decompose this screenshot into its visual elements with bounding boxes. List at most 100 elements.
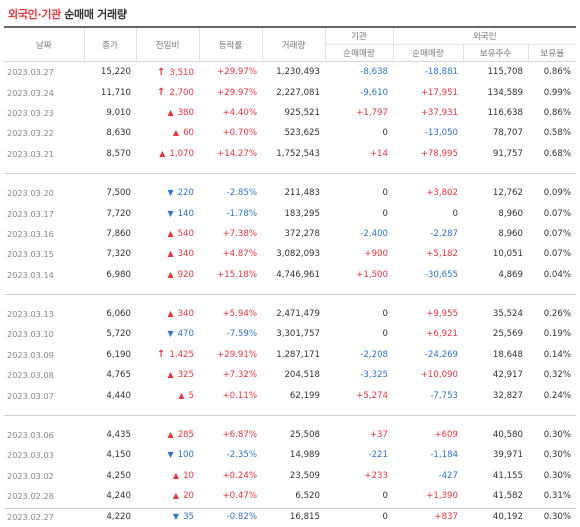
up-triangle-icon: ▲ bbox=[167, 269, 174, 279]
cell-rate: -2.35% bbox=[226, 450, 257, 461]
table-row: 2023.03.20 7,500 ▼ 220 -2.85% 211,483 0 +3,802 1… bbox=[4, 183, 576, 203]
cell-holdings: 91,757 bbox=[492, 148, 523, 159]
cell-holdings: 39,971 bbox=[492, 450, 523, 461]
cell-close: 4,240 bbox=[106, 491, 131, 502]
cell-inst-net: -2,400 bbox=[360, 228, 388, 239]
cell-close: 4,220 bbox=[106, 511, 131, 522]
cell-change: ↑ 3,510 bbox=[136, 62, 199, 83]
cell-rate: +29.91% bbox=[217, 349, 257, 360]
cell-close: 6,060 bbox=[106, 309, 131, 320]
table-row: 2023.03.22 8,630 ▲ 60 +0.70% 523,625 0 -13,050 7… bbox=[4, 123, 576, 143]
cell-close: 4,250 bbox=[106, 470, 131, 481]
change-value: 920 bbox=[177, 269, 194, 280]
table-row: 2023.03.17 7,720 ▼ 140 -1.78% 183,295 0 0 8,960 0… bbox=[4, 203, 576, 223]
header-change: 전일비 bbox=[135, 26, 199, 62]
cell-change: ▲ 325 bbox=[136, 365, 199, 385]
cell-change: ▲ 1,070 bbox=[136, 144, 199, 164]
cell-inst-net: -9,610 bbox=[360, 87, 388, 98]
gap-cell bbox=[4, 174, 576, 183]
cell-close: 8,570 bbox=[106, 148, 131, 159]
up-triangle-icon: ▲ bbox=[172, 128, 180, 138]
cell-inst-net: 0 bbox=[382, 309, 388, 320]
cell-foreign-net: -24,269 bbox=[424, 349, 458, 360]
cell-holdings: 40,580 bbox=[492, 430, 523, 441]
up-triangle-icon: ▲ bbox=[172, 470, 180, 480]
panel-title: 외국인·기관 순매매 거래량 bbox=[8, 6, 127, 22]
title-prefix: 외국인·기관 bbox=[8, 8, 61, 21]
header-foreign-net: 순매매량 bbox=[392, 44, 463, 62]
cell-holdings: 116,638 bbox=[487, 107, 523, 118]
cell-rate: +0.47% bbox=[222, 491, 257, 502]
cell-foreign-net: +837 bbox=[434, 511, 458, 522]
cell-rate: +0.11% bbox=[222, 390, 257, 401]
cell-change: ▼ 140 bbox=[136, 203, 199, 223]
cell-volume: 14,989 bbox=[289, 450, 320, 461]
cell-rate: +15.18% bbox=[217, 269, 257, 280]
change-value: 5 bbox=[188, 390, 194, 401]
group-gap bbox=[4, 416, 576, 425]
cell-holdings: 41,155 bbox=[492, 470, 523, 481]
cell-foreign-net: +17,951 bbox=[420, 87, 458, 98]
cell-change: ▼ 470 bbox=[136, 324, 199, 344]
cell-date: 2023.03.07 bbox=[7, 390, 54, 401]
cell-volume: 62,199 bbox=[289, 390, 320, 401]
cell-ratio: 0.86% bbox=[543, 107, 571, 118]
cell-ratio: 0.04% bbox=[543, 269, 571, 280]
cell-ratio: 0.24% bbox=[543, 390, 571, 401]
cell-inst-net: 0 bbox=[382, 208, 388, 219]
cell-rate: +7.38% bbox=[222, 228, 257, 239]
header-date: 날짜 bbox=[4, 26, 84, 62]
cell-foreign-net: -2,287 bbox=[430, 228, 458, 239]
cell-date: 2023.03.16 bbox=[7, 228, 54, 239]
cell-close: 6,980 bbox=[106, 269, 131, 280]
separator-cell bbox=[4, 415, 576, 416]
table-row: 2023.03.09 6,190 ↑ 1,425 +29.91% 1,287,171 -2,… bbox=[4, 345, 576, 365]
cell-rate: +7.32% bbox=[222, 370, 257, 381]
cell-date: 2023.03.20 bbox=[7, 188, 54, 199]
group-gap bbox=[4, 164, 576, 174]
cell-volume: 25,508 bbox=[289, 430, 320, 441]
group-gap bbox=[4, 174, 576, 183]
cell-holdings: 35,524 bbox=[492, 309, 523, 320]
cell-date: 2023.03.22 bbox=[7, 128, 54, 139]
up-triangle-icon: ▲ bbox=[172, 491, 180, 501]
cell-ratio: 0.99% bbox=[543, 87, 571, 98]
table-row: 2023.03.08 4,765 ▲ 325 +7.32% 204,518 -3,325 +1… bbox=[4, 365, 576, 385]
down-triangle-icon: ▼ bbox=[167, 208, 174, 218]
cell-foreign-net: +6,921 bbox=[426, 329, 458, 340]
cell-ratio: 0.68% bbox=[543, 148, 571, 159]
gap-cell bbox=[4, 295, 576, 304]
cell-ratio: 0.30% bbox=[543, 450, 571, 461]
table-body: 2023.03.27 15,220 ↑ 3,510 +29.97% 1,230,493 -8… bbox=[4, 62, 576, 527]
table-row: 2023.03.14 6,980 ▲ 920 +15.18% 4,746,961 +1,50… bbox=[4, 265, 576, 285]
cell-foreign-net: +37,931 bbox=[420, 107, 458, 118]
cell-change: ↑ 2,700 bbox=[136, 82, 199, 102]
cell-change: ▲ 340 bbox=[136, 304, 199, 324]
cell-foreign-net: +609 bbox=[434, 430, 458, 441]
cell-inst-net: +233 bbox=[364, 470, 388, 481]
cell-rate: +5.94% bbox=[222, 309, 257, 320]
cell-date: 2023.03.17 bbox=[7, 208, 54, 219]
cell-close: 7,500 bbox=[106, 188, 131, 199]
cell-ratio: 0.14% bbox=[543, 349, 571, 360]
cell-foreign-net: +9,955 bbox=[426, 309, 458, 320]
up-triangle-icon: ▲ bbox=[167, 370, 174, 380]
up-triangle-icon: ▲ bbox=[167, 309, 174, 319]
cell-change: ▼ 220 bbox=[136, 183, 199, 203]
cell-date: 2023.03.21 bbox=[7, 148, 54, 159]
cell-volume: 23,509 bbox=[289, 470, 320, 481]
cell-inst-net: 0 bbox=[382, 329, 388, 340]
upper-limit-arrow-icon: ↑ bbox=[157, 66, 166, 78]
bottom-divider bbox=[4, 508, 576, 509]
change-value: 35 bbox=[183, 511, 194, 522]
cell-ratio: 0.26% bbox=[543, 309, 571, 320]
cell-volume: 211,483 bbox=[284, 188, 320, 199]
change-value: 220 bbox=[177, 188, 194, 199]
cell-rate: +0.24% bbox=[222, 470, 257, 481]
header-holding-ratio: 보유율 bbox=[527, 44, 576, 62]
cell-ratio: 0.09% bbox=[543, 188, 571, 199]
header-close: 종가 bbox=[83, 26, 136, 62]
cell-holdings: 10,051 bbox=[492, 249, 523, 260]
cell-rate: +29.97% bbox=[217, 87, 257, 98]
separator-cell bbox=[4, 173, 576, 174]
